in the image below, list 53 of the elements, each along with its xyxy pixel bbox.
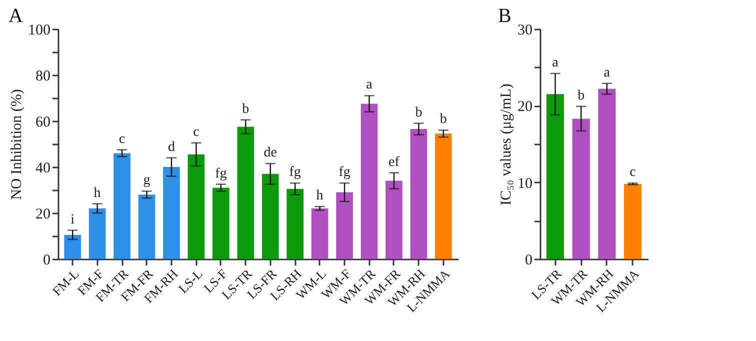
y-tick-label: 0: [43, 252, 50, 268]
annotation: g: [143, 173, 150, 188]
y-tick-label: 10: [518, 176, 532, 192]
bar: [138, 194, 156, 259]
annotation: a: [604, 65, 611, 80]
bar: [64, 234, 81, 259]
bar: [163, 167, 180, 259]
y-tick-label: 20: [36, 206, 50, 222]
bar: [360, 104, 378, 259]
y-tick-label: 80: [36, 68, 50, 84]
annotation: a: [366, 78, 374, 93]
bar: [262, 174, 279, 259]
annotation: h: [94, 186, 101, 201]
annotation: d: [168, 140, 175, 155]
bar: [410, 129, 428, 259]
annotation: c: [630, 165, 636, 180]
chart-title: A: [8, 5, 24, 27]
bar: [598, 88, 616, 259]
annotation: a: [552, 55, 560, 70]
bar: [114, 153, 130, 259]
annotation: i: [70, 212, 75, 228]
y-tick-label: 20: [518, 99, 532, 116]
bar: [546, 94, 564, 259]
annotation: c: [118, 132, 126, 147]
bar: [386, 180, 402, 259]
bar: [624, 184, 642, 259]
y-tick-label: 40: [36, 160, 50, 176]
annotation: c: [193, 124, 200, 140]
annotation: b: [578, 88, 585, 104]
annotation: de: [264, 146, 277, 161]
bar: [286, 188, 304, 259]
bar: [188, 154, 205, 259]
annotation: ef: [388, 154, 400, 170]
annotation: fg: [289, 165, 301, 180]
y-axis-title: IC₅₀ values (μg/mL): [498, 84, 514, 206]
bar: [88, 208, 106, 259]
annotation: b: [415, 105, 422, 120]
chart-title: B: [498, 5, 512, 27]
y-tick-label: 0: [525, 252, 532, 268]
y-tick-label: 100: [28, 22, 50, 38]
bar: [212, 188, 230, 259]
bar: [237, 126, 254, 259]
y-axis-title: NO Inhibition (%): [9, 89, 25, 200]
bar: [435, 134, 452, 259]
annotation: h: [316, 188, 324, 204]
y-tick-label: 30: [518, 22, 532, 38]
bar: [336, 192, 353, 259]
annotation: fg: [338, 165, 350, 180]
annotation: b: [242, 102, 250, 117]
annotation: fg: [215, 166, 227, 182]
bar: [572, 118, 590, 259]
annotation: b: [440, 112, 447, 128]
y-tick-label: 60: [36, 114, 50, 130]
